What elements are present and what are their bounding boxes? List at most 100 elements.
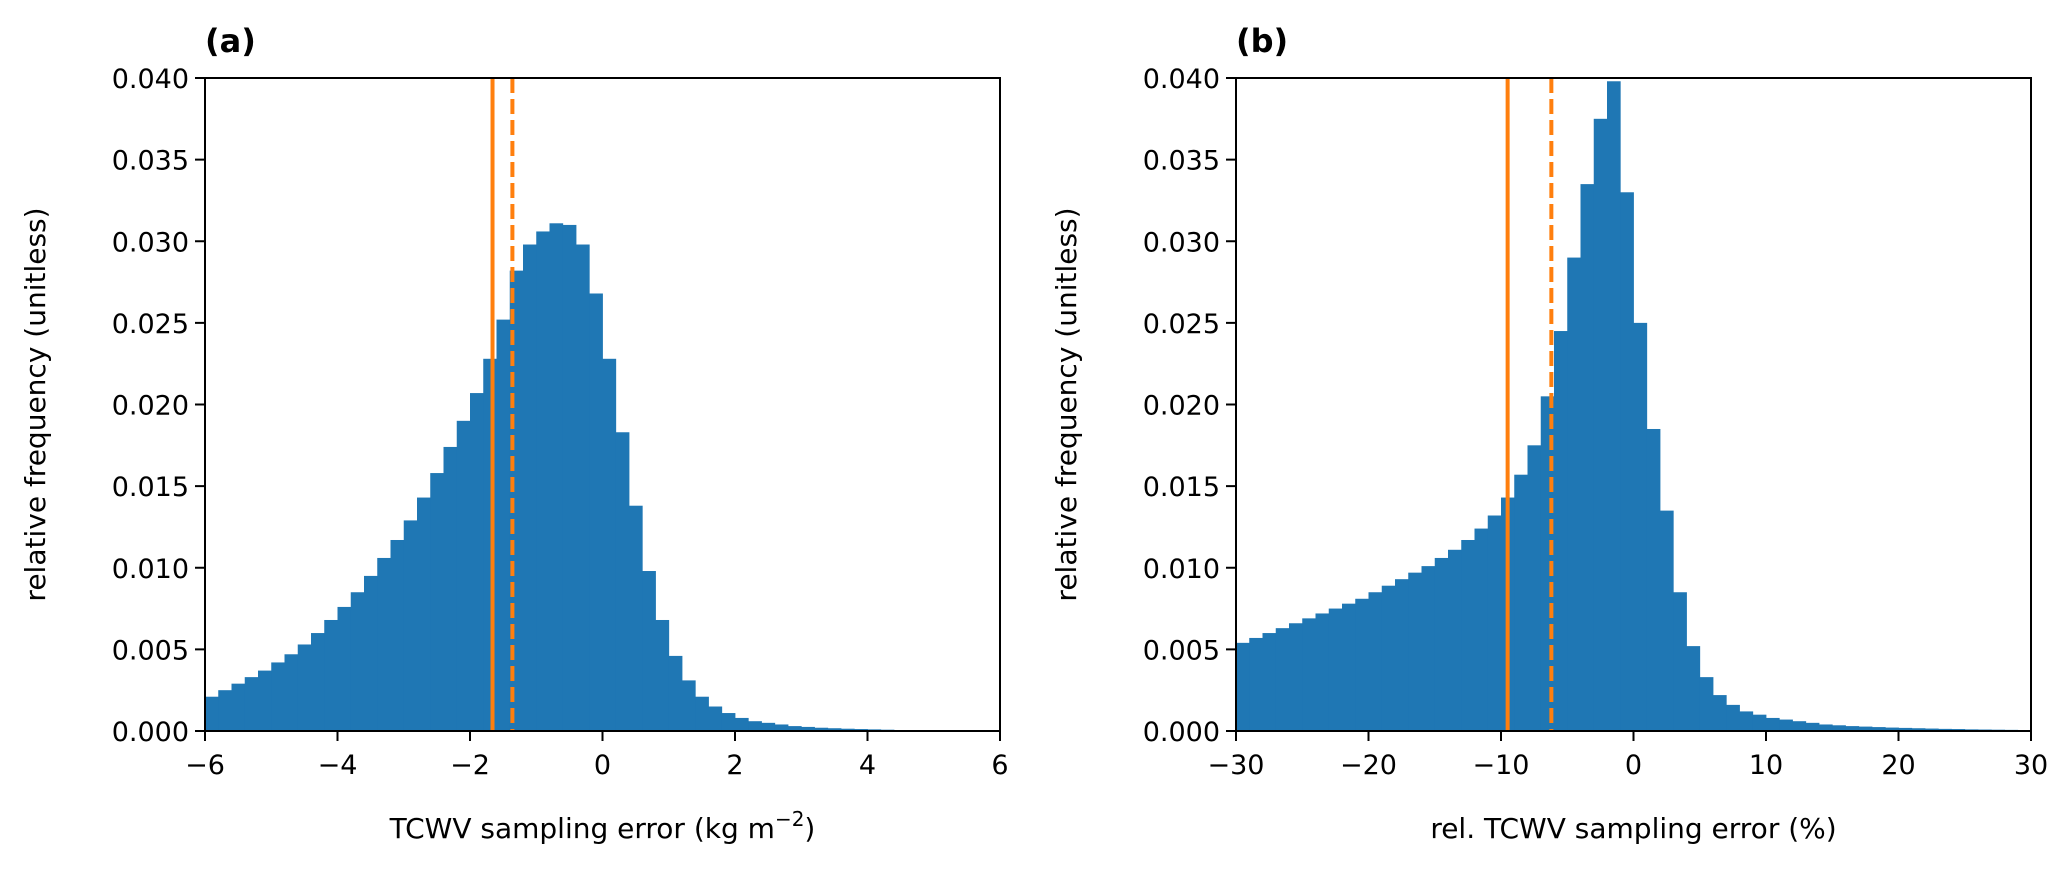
histogram-bar [1395,579,1409,731]
histogram-bar [615,432,630,731]
x-tick-label: −6 [185,750,225,781]
histogram-bar [1673,592,1687,731]
histogram-bar [1872,727,1886,731]
histogram-bar [430,473,444,731]
histogram-bar [1925,728,1939,731]
histogram-bar [1249,637,1263,731]
x-axis-label: TCWV sampling error (kg m−2) [389,807,816,845]
histogram-bar [1726,704,1740,731]
histogram-bar [602,358,617,731]
histogram-bar [403,520,418,731]
histogram-bar [311,633,325,731]
x-tick-label: −2 [450,750,490,781]
histogram-bar [1885,727,1899,731]
histogram-bar [1514,474,1528,731]
y-tick-label: 0.040 [112,64,189,95]
y-axis-label: relative frequency (unitless) [1050,207,1083,601]
histogram-bar [589,293,603,731]
y-tick-label: 0.010 [1143,554,1220,585]
y-tick-label: 0.030 [1143,227,1220,258]
histogram-bar [1289,623,1303,731]
histogram-bar [1421,566,1436,731]
histogram-bar [1368,592,1383,731]
x-tick-label: −10 [1473,750,1530,781]
histogram-bar [721,713,736,731]
histogram-bar [364,575,378,731]
histogram-bar [827,728,842,731]
histogram-bar [496,319,511,731]
histogram-bar [562,224,577,732]
histogram-bar [814,727,829,731]
histogram-bar [708,706,723,731]
histogram-bar [1898,727,1913,731]
y-tick-label: 0.000 [112,717,189,748]
histogram-bar [297,644,312,731]
x-tick-label: 20 [1881,750,1915,781]
histogram-bar [1593,118,1608,731]
histogram-bar [1911,728,1926,731]
histogram-bar [576,244,590,731]
histogram-bar [536,231,550,731]
x-tick-label: −4 [318,750,358,781]
y-tick-label: 0.040 [1143,64,1220,95]
x-tick-label: −30 [1208,750,1265,781]
histogram-bar [1408,572,1422,731]
histogram-bar [1805,722,1820,731]
histogram-bar [1567,257,1581,731]
histogram-bar [1620,192,1634,731]
histogram-bar [523,244,537,731]
histogram-bar [1858,726,1873,731]
histogram-bar [456,420,471,731]
x-axis-label: rel. TCWV sampling error (%) [1430,812,1836,845]
y-tick-label: 0.005 [112,635,189,666]
histogram-bar [1461,539,1475,731]
x-axis-label-end: ) [804,812,815,845]
histogram-bar [483,358,497,731]
histogram-bar [205,696,219,731]
histogram-bar [1699,677,1714,731]
histogram-bar [1832,725,1846,731]
x-axis-label-text: TCWV sampling error (kg m [389,812,775,845]
histogram-bar [1607,81,1621,731]
histogram-bar [1381,585,1396,731]
histogram-bar [1554,331,1568,731]
y-tick-label: 0.020 [1143,391,1220,422]
y-tick-label: 0.025 [1143,309,1220,340]
histogram-bar [1713,695,1727,731]
histogram-bar [324,619,338,731]
histogram-bar [1527,445,1542,731]
histogram-bar [1752,714,1767,731]
histogram-bar [390,539,405,731]
histogram-bar [1779,719,1793,731]
histogram-bar [231,683,246,731]
histogram-bar [1633,322,1648,731]
histogram-bar [1236,642,1250,731]
histogram-bar [1262,633,1277,731]
panel-b: 0.000 0.005 0.010 0.015 0.020 0.025 0.030 0.035… [1050,22,2048,845]
histogram-bar [1686,646,1701,731]
histogram-bar [1434,557,1449,731]
histogram-bar [748,721,762,731]
histogram-bar [735,717,749,731]
histogram-bar [218,690,232,731]
x-tick-label: 2 [726,750,743,781]
histogram-bar [244,677,259,731]
histogram-bar [801,726,815,731]
histogram-bar [682,680,696,731]
histogram-bar [258,670,272,731]
x-axis-label-text: rel. TCWV sampling error (%) [1430,812,1836,845]
histogram-bar [271,662,285,731]
histogram-bar [350,592,365,731]
y-tick-label: 0.035 [1143,146,1220,177]
y-axis-label: relative frequency (unitless) [19,207,52,601]
histogram-bar [1646,428,1661,731]
histogram-bar [655,619,670,731]
y-tick-label: 0.015 [112,472,189,503]
x-tick-label: 0 [1625,750,1642,781]
x-tick-label: 4 [859,750,876,781]
y-tick-label: 0.035 [112,146,189,177]
histogram-bar [841,728,855,731]
histogram-bar [417,497,431,731]
histogram-bar [1792,721,1807,731]
